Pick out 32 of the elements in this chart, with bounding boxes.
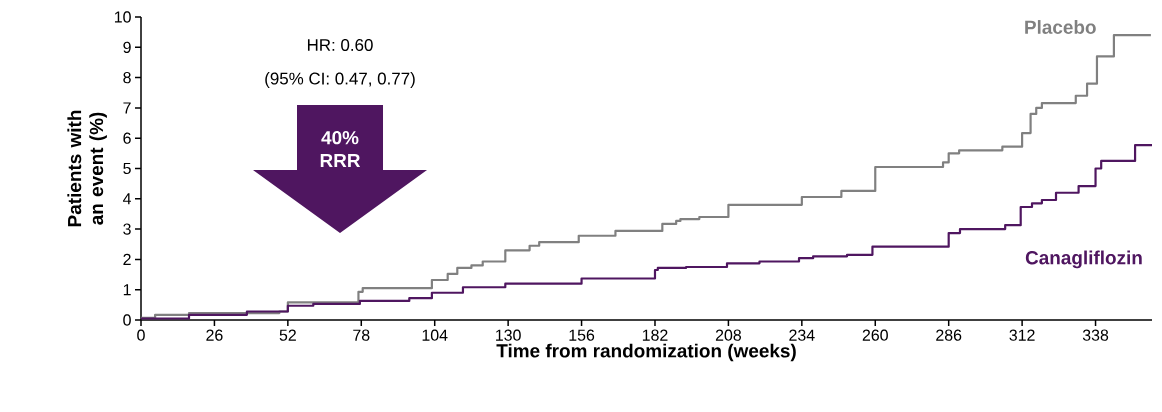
annotation: HR: 0.60 [307, 39, 373, 51]
x-tick-label: 286 [936, 329, 962, 341]
y-tick-label: 0 [123, 314, 131, 326]
y-tick-label: 7 [123, 102, 131, 114]
x-axis-title: Time from randomization (weeks) [496, 343, 796, 362]
series-label: Canagliflozin [1025, 250, 1142, 269]
x-tick-label: 156 [569, 329, 595, 341]
x-tick-label: 260 [862, 329, 888, 341]
x-tick-label: 338 [1082, 329, 1109, 341]
annotation: 40% RRR [320, 130, 361, 168]
y-tick-label: 4 [122, 193, 132, 205]
annotation: (95% CI: 0.47, 0.77) [265, 72, 415, 88]
y-tick-label: 8 [123, 71, 131, 84]
y-tick-label: 9 [123, 41, 131, 53]
x-tick-label: 52 [279, 329, 296, 341]
x-tick-label: 182 [642, 329, 668, 341]
x-tick-label: 104 [422, 329, 448, 341]
x-tick-label: 234 [789, 329, 815, 341]
y-axis-title: Patients with an event (%) [67, 110, 107, 227]
x-tick-label: 312 [1009, 329, 1035, 341]
y-tick-label: 3 [123, 223, 131, 235]
y-tick-label: 2 [123, 253, 131, 265]
y-tick-label: 5 [123, 162, 131, 175]
x-tick-label: 130 [496, 329, 521, 341]
x-tick-label: 78 [353, 329, 370, 341]
x-tick-label: 208 [715, 329, 742, 341]
y-tick-label: 10 [114, 11, 131, 23]
series-label: Placebo [1025, 20, 1096, 34]
y-tick-label: 1 [123, 284, 131, 296]
y-tick-label: 6 [123, 132, 131, 144]
x-tick-label: 26 [206, 329, 223, 341]
x-tick-label: 0 [137, 329, 145, 341]
